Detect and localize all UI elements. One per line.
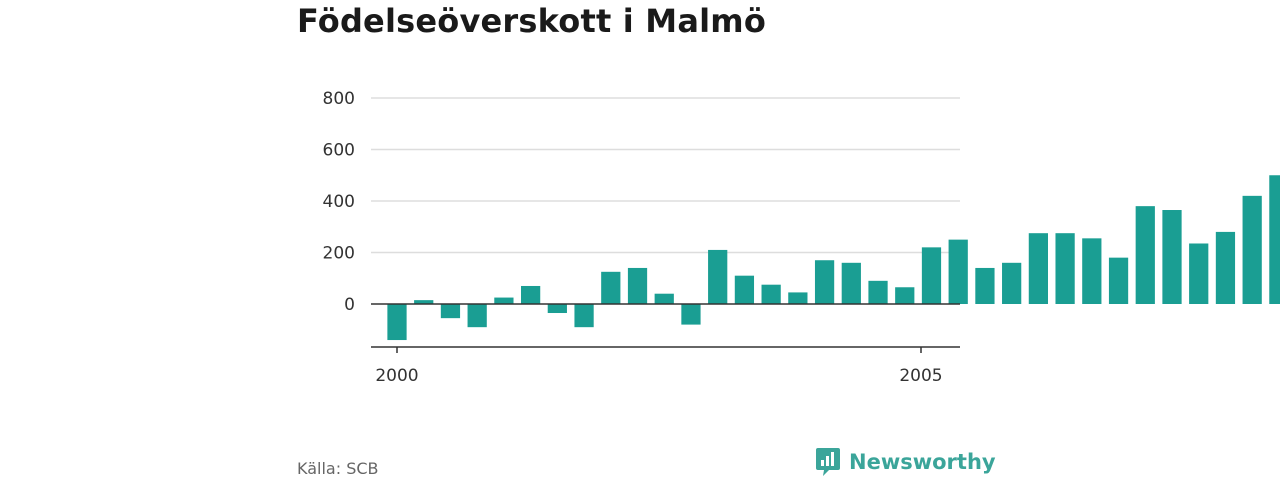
bar bbox=[734, 275, 755, 304]
bar bbox=[1242, 195, 1262, 304]
bar bbox=[1108, 257, 1129, 304]
bar bbox=[574, 304, 594, 328]
bar bbox=[921, 247, 942, 304]
bar bbox=[494, 297, 514, 304]
bar bbox=[895, 287, 915, 304]
bar bbox=[521, 285, 541, 304]
bar bbox=[761, 284, 781, 304]
bar bbox=[868, 280, 888, 304]
y-tick-label: 400 bbox=[323, 192, 355, 212]
source-label: Källa: SCB bbox=[297, 459, 379, 478]
bar bbox=[788, 292, 808, 304]
bar bbox=[414, 300, 434, 304]
y-tick-label: 200 bbox=[323, 244, 355, 264]
bars bbox=[371, 175, 1280, 341]
bar bbox=[948, 239, 968, 305]
chart-title: Födelseöverskott i Malmö bbox=[297, 2, 767, 40]
y-tick-label: 600 bbox=[323, 141, 355, 161]
bar bbox=[547, 304, 567, 314]
bar bbox=[814, 260, 835, 304]
gridlines bbox=[371, 97, 960, 254]
bar bbox=[1082, 238, 1102, 304]
newsworthy-logo-icon bbox=[816, 448, 840, 476]
bar bbox=[1135, 206, 1155, 304]
bar bbox=[1269, 175, 1280, 304]
bar bbox=[841, 262, 861, 304]
bar bbox=[708, 249, 728, 304]
y-tick-label: 800 bbox=[323, 89, 355, 109]
x-tick-label: 2000 bbox=[375, 366, 418, 386]
bar bbox=[681, 304, 701, 325]
brand-name: Newsworthy bbox=[849, 450, 996, 474]
bar bbox=[1215, 231, 1236, 304]
bar bbox=[975, 267, 995, 304]
bar bbox=[1002, 262, 1022, 304]
bar bbox=[1055, 233, 1075, 304]
x-tick-label: 2005 bbox=[899, 366, 942, 386]
bar bbox=[654, 293, 674, 304]
y-tick-label: 0 bbox=[344, 295, 355, 315]
bar bbox=[1162, 210, 1182, 304]
x-axis-ticks: 200020052010201520202025 bbox=[371, 346, 960, 386]
brand-logo: Newsworthy bbox=[815, 446, 996, 478]
bar bbox=[440, 304, 461, 319]
bar bbox=[627, 267, 648, 304]
bar bbox=[1189, 243, 1209, 304]
bar bbox=[1028, 233, 1048, 304]
y-axis-ticks: 0 200 400 600 800 bbox=[323, 89, 355, 315]
bar bbox=[387, 304, 407, 341]
bar bbox=[467, 304, 487, 328]
bar bbox=[601, 271, 621, 304]
